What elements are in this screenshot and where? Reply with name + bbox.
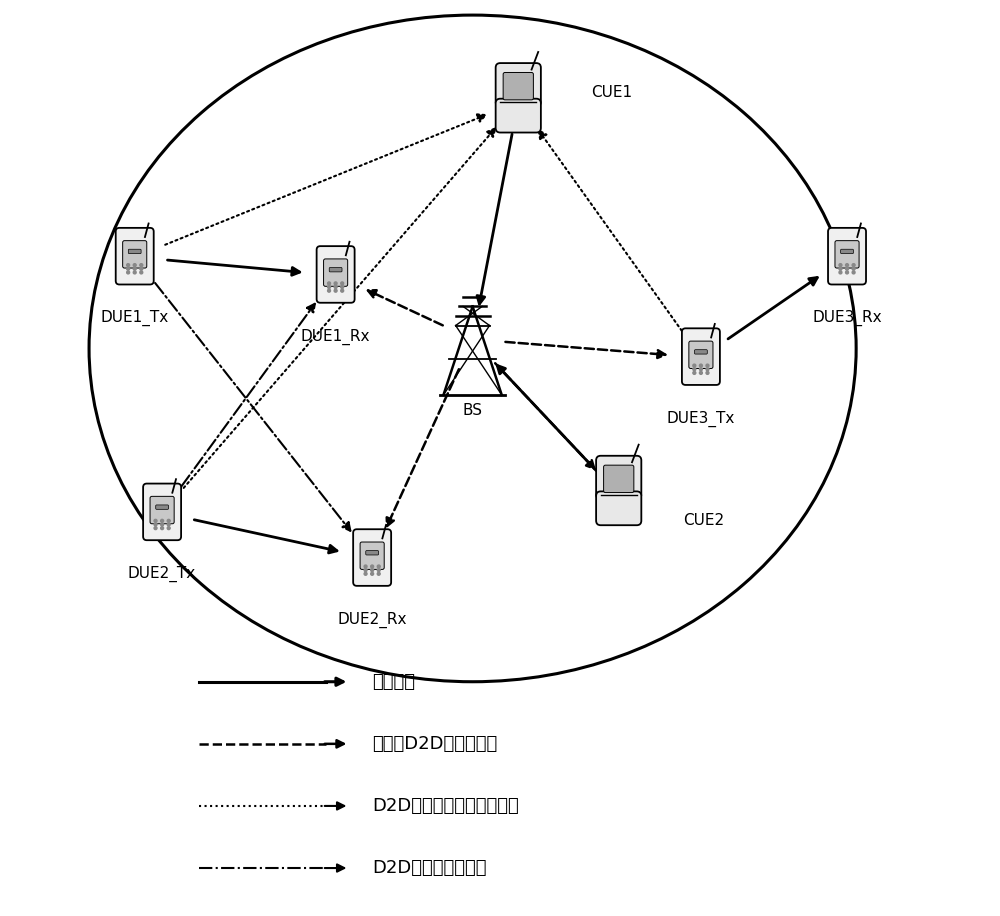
FancyBboxPatch shape (596, 491, 641, 525)
FancyBboxPatch shape (604, 465, 634, 493)
Circle shape (693, 371, 696, 375)
Circle shape (127, 271, 130, 274)
Circle shape (371, 569, 374, 572)
FancyBboxPatch shape (324, 259, 348, 287)
Text: 有用信号: 有用信号 (372, 672, 415, 691)
Circle shape (706, 367, 709, 371)
FancyBboxPatch shape (123, 241, 147, 268)
Circle shape (706, 371, 709, 375)
Text: DUE3_Rx: DUE3_Rx (812, 310, 882, 326)
Text: CUE2: CUE2 (683, 513, 724, 528)
Circle shape (154, 519, 157, 522)
FancyBboxPatch shape (695, 350, 707, 354)
FancyBboxPatch shape (156, 505, 169, 509)
FancyBboxPatch shape (682, 328, 720, 385)
Circle shape (154, 523, 157, 526)
Circle shape (167, 519, 170, 522)
Text: D2D用户对蜂窝用户的干扰: D2D用户对蜂窝用户的干扰 (372, 797, 519, 815)
Circle shape (328, 289, 331, 292)
FancyBboxPatch shape (143, 484, 181, 540)
Circle shape (852, 267, 855, 270)
Circle shape (133, 271, 136, 274)
Circle shape (377, 572, 380, 575)
Text: DUE1_Rx: DUE1_Rx (301, 328, 370, 344)
Circle shape (154, 527, 157, 529)
Circle shape (846, 264, 848, 267)
FancyBboxPatch shape (689, 341, 713, 368)
Circle shape (699, 367, 702, 371)
Circle shape (161, 519, 164, 522)
Circle shape (839, 264, 842, 267)
Text: CUE1: CUE1 (591, 85, 632, 100)
FancyBboxPatch shape (128, 249, 141, 254)
Circle shape (706, 365, 709, 367)
Circle shape (371, 565, 374, 568)
FancyBboxPatch shape (496, 99, 541, 133)
Circle shape (328, 286, 331, 289)
Circle shape (328, 282, 331, 285)
Text: 基站对D2D用户的干扰: 基站对D2D用户的干扰 (372, 735, 497, 753)
Circle shape (167, 523, 170, 526)
Text: DUE2_Tx: DUE2_Tx (128, 566, 196, 582)
FancyBboxPatch shape (116, 228, 154, 285)
Circle shape (699, 365, 702, 367)
Circle shape (161, 523, 164, 526)
FancyBboxPatch shape (596, 456, 641, 499)
FancyBboxPatch shape (366, 551, 379, 555)
Circle shape (371, 572, 374, 575)
FancyBboxPatch shape (496, 63, 541, 106)
FancyBboxPatch shape (329, 267, 342, 272)
Circle shape (341, 289, 344, 292)
Text: BS: BS (463, 403, 483, 419)
Circle shape (846, 267, 848, 270)
Circle shape (341, 282, 344, 285)
Circle shape (693, 365, 696, 367)
Circle shape (846, 271, 848, 274)
Circle shape (133, 267, 136, 270)
Circle shape (364, 565, 367, 568)
Circle shape (364, 572, 367, 575)
FancyBboxPatch shape (841, 249, 853, 254)
Circle shape (341, 286, 344, 289)
Circle shape (140, 267, 143, 270)
Circle shape (133, 264, 136, 267)
Circle shape (839, 271, 842, 274)
Text: D2D用户之间的干扰: D2D用户之间的干扰 (372, 859, 487, 877)
FancyBboxPatch shape (353, 529, 391, 586)
Text: DUE2_Rx: DUE2_Rx (337, 611, 407, 627)
Circle shape (140, 271, 143, 274)
FancyBboxPatch shape (503, 72, 533, 100)
FancyBboxPatch shape (360, 542, 384, 570)
FancyBboxPatch shape (317, 246, 355, 303)
FancyBboxPatch shape (828, 228, 866, 285)
Circle shape (364, 569, 367, 572)
Circle shape (839, 267, 842, 270)
Circle shape (127, 267, 130, 270)
Circle shape (161, 527, 164, 529)
Circle shape (852, 264, 855, 267)
Circle shape (334, 289, 337, 292)
Circle shape (334, 286, 337, 289)
FancyBboxPatch shape (835, 241, 859, 268)
Circle shape (140, 264, 143, 267)
Circle shape (852, 271, 855, 274)
Circle shape (377, 569, 380, 572)
Circle shape (377, 565, 380, 568)
Text: DUE1_Tx: DUE1_Tx (101, 310, 169, 326)
Circle shape (693, 367, 696, 371)
Circle shape (699, 371, 702, 375)
Text: DUE3_Tx: DUE3_Tx (667, 410, 735, 427)
FancyBboxPatch shape (150, 496, 174, 524)
Circle shape (167, 527, 170, 529)
Circle shape (334, 282, 337, 285)
Circle shape (127, 264, 130, 267)
